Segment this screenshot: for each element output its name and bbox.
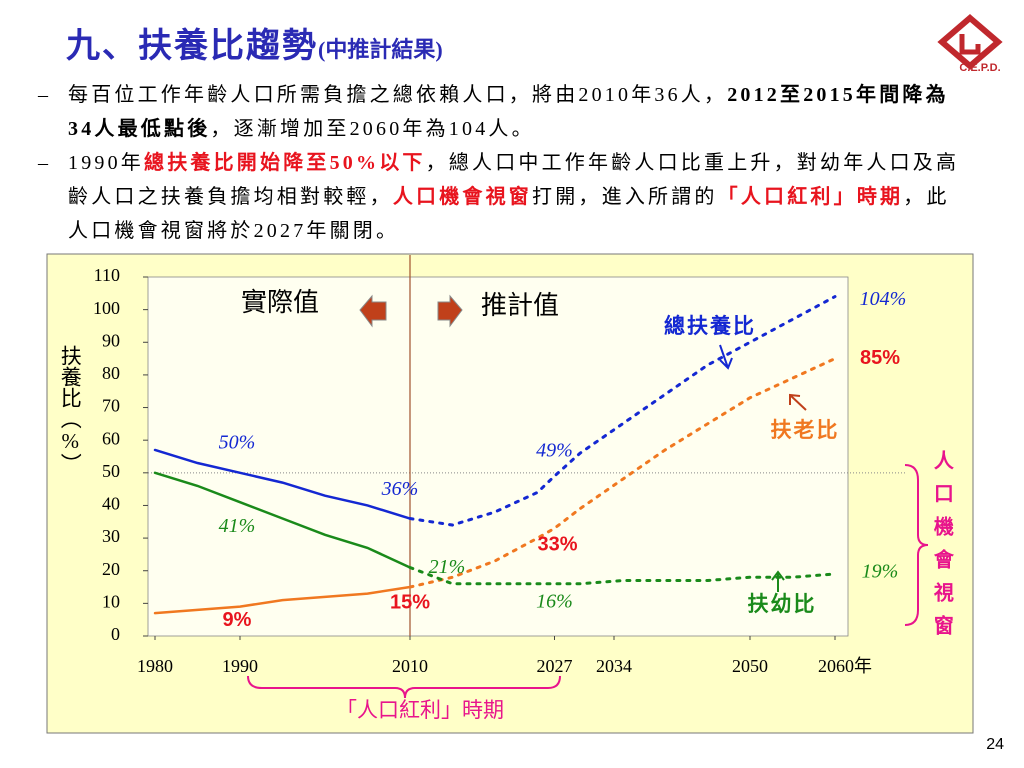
projected-line (408, 565, 837, 586)
series-name-arrow (719, 344, 733, 370)
y-tick-label: 70 (102, 396, 120, 416)
slide-title: 九、扶養比趨勢(中推計結果) (66, 18, 443, 67)
y-tick-label: 90 (102, 330, 120, 350)
x-tick-label: 2060年 (818, 656, 872, 676)
title-text: 九、扶養比趨勢 (66, 28, 318, 65)
data-label: 104% (860, 288, 907, 310)
window-label: 人口機會視窗 (930, 450, 954, 648)
bullet-dash: – (38, 84, 52, 106)
y-tick-label: 110 (94, 265, 120, 285)
bullet-run: 總扶養比開始降至50%以下 (144, 152, 426, 174)
logo-text: C.E.P.D. (959, 62, 1000, 74)
x-tick-label: 2010 (392, 656, 428, 676)
bullet-dash: – (38, 152, 52, 174)
x-tick-label: 1980 (137, 656, 173, 676)
actual-line (153, 448, 412, 520)
window-bracket (904, 464, 929, 626)
bullet-run: 1990年 (68, 152, 144, 174)
bullet-run: 「人口紅利」時期 (717, 186, 904, 208)
plot-area (147, 276, 849, 637)
data-label: 49% (536, 440, 573, 462)
bullet-run: ，總人口中工作年齡人口比重上升，對幼年人口及高齡人口之扶養負擔均相對較輕， (68, 152, 960, 208)
y-tick-label: 60 (102, 428, 120, 448)
bullet-run: 2012至2015年間降為34人最低點後 (68, 84, 949, 140)
title-note: (中推計結果) (318, 37, 443, 62)
actual-line (153, 471, 412, 569)
bullet-run: ，逐漸增加至2060年為104人。 (210, 118, 535, 140)
series: 50% 36% 49% 104% (153, 288, 907, 527)
bullet: – 每百位工作年齡人口所需負擔之總依賴人口，將由2010年36人，2012至201… (38, 78, 968, 146)
y-tick-label: 30 (102, 526, 120, 546)
data-label: 36% (381, 478, 419, 500)
series-name-arrow (789, 393, 807, 411)
data-label: 19% (862, 561, 899, 583)
data-label: 21% (429, 556, 466, 578)
series-name-arrow (771, 570, 785, 592)
page-number: 24 (986, 736, 1004, 753)
right-arrow (437, 294, 463, 328)
data-label: 41% (219, 515, 256, 537)
y-tick-label: 50 (102, 461, 120, 481)
dividend-bracket (247, 675, 561, 699)
data-label: 9% (223, 609, 252, 631)
data-label: 85% (860, 347, 900, 369)
series: 41% 21% 16% 19% (153, 471, 899, 612)
y-tick-label: 20 (102, 559, 120, 579)
projected-line (408, 295, 837, 527)
y-axis-label: 扶養比（%） (58, 345, 82, 474)
logo: C.E.P.D. (937, 14, 1003, 74)
projected-label: 推計值 (481, 291, 559, 320)
y-tick-label: 0 (111, 624, 120, 644)
data-label: 33% (537, 534, 577, 556)
bullet-run: 打開，進入所謂的 (532, 186, 718, 208)
actual-label: 實際值 (241, 288, 319, 317)
bullet-run: ，此人口機會視窗將於2027年關閉。 (68, 186, 950, 242)
x-tick-label: 2050 (732, 656, 768, 676)
bullet-run: 人口機會視窗 (392, 186, 533, 208)
series-name: 扶幼比 (748, 592, 817, 616)
data-label: 15% (390, 591, 430, 613)
bullet: –1990年總扶養比開始降至50%以下，總人口中工作年齡人口比重上升，對幼年人口… (38, 146, 968, 248)
left-arrow (359, 294, 387, 328)
data-label: 16% (536, 590, 573, 612)
series-name: 總扶養比 (664, 314, 756, 338)
y-tick-label: 10 (102, 591, 120, 611)
x-tick-label: 2027 (537, 656, 573, 676)
series-name: 扶老比 (771, 418, 840, 442)
series: 9% 15% 33% 85% (153, 347, 900, 631)
dividend-label: 「人口紅利」時期 (336, 698, 504, 722)
y-tick-label: 100 (93, 298, 120, 318)
data-label: 50% (219, 431, 256, 453)
x-tick-label: 2034 (596, 656, 632, 676)
x-tick-label: 1990 (222, 656, 258, 676)
projected-line (408, 357, 837, 589)
y-tick-label: 80 (102, 363, 120, 383)
actual-line (153, 585, 412, 615)
bullet-run: 每百位工作年齡人口所需負擔之總依賴人口，將由2010年36人， (68, 84, 728, 106)
y-tick-label: 40 (102, 494, 120, 514)
